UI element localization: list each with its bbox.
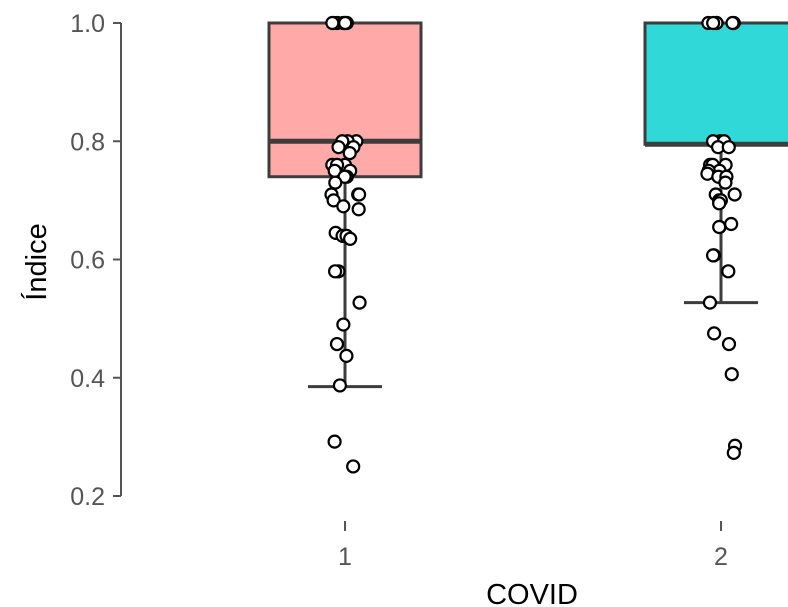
data-point	[329, 336, 345, 352]
y-tick-label: 0.2	[70, 483, 105, 511]
y-tick-label: 0.8	[70, 128, 105, 156]
data-point	[336, 199, 351, 214]
data-point	[727, 187, 742, 202]
data-point	[327, 434, 342, 449]
data-point	[718, 175, 733, 190]
points-layer	[324, 15, 743, 474]
y-axis-title: Índice	[20, 223, 53, 300]
data-point	[721, 264, 736, 279]
y-tick-label: 0.4	[70, 365, 105, 393]
data-point	[706, 248, 721, 263]
data-point	[721, 336, 737, 352]
data-point	[352, 295, 367, 310]
data-point	[712, 196, 727, 211]
x-tick-label: 1	[338, 543, 352, 571]
data-point	[328, 175, 343, 190]
data-point	[721, 140, 736, 155]
data-point	[332, 378, 348, 393]
data-point	[346, 459, 361, 474]
data-point	[338, 15, 353, 31]
box-2	[643, 21, 788, 146]
data-point	[342, 145, 357, 161]
data-point	[726, 445, 741, 460]
data-point	[712, 219, 727, 235]
data-point	[331, 140, 346, 155]
data-point	[336, 317, 351, 332]
data-point	[724, 216, 739, 232]
x-axis-title: COVID	[486, 579, 578, 607]
data-point	[724, 367, 739, 382]
data-point	[339, 348, 354, 363]
data-point	[702, 295, 718, 310]
data-point	[343, 231, 358, 246]
data-point	[351, 187, 367, 202]
y-tick-label: 1.0	[70, 10, 105, 38]
data-point	[707, 326, 722, 341]
x-tick-label: 2	[714, 543, 728, 571]
data-point	[706, 15, 721, 31]
data-point	[328, 264, 343, 279]
data-point	[725, 15, 740, 31]
data-point	[351, 202, 366, 217]
y-tick-label: 0.6	[70, 247, 105, 275]
data-point	[325, 15, 340, 31]
y-axis-ticks: 0.2 0.4 0.6 0.8 1.0	[70, 10, 121, 511]
